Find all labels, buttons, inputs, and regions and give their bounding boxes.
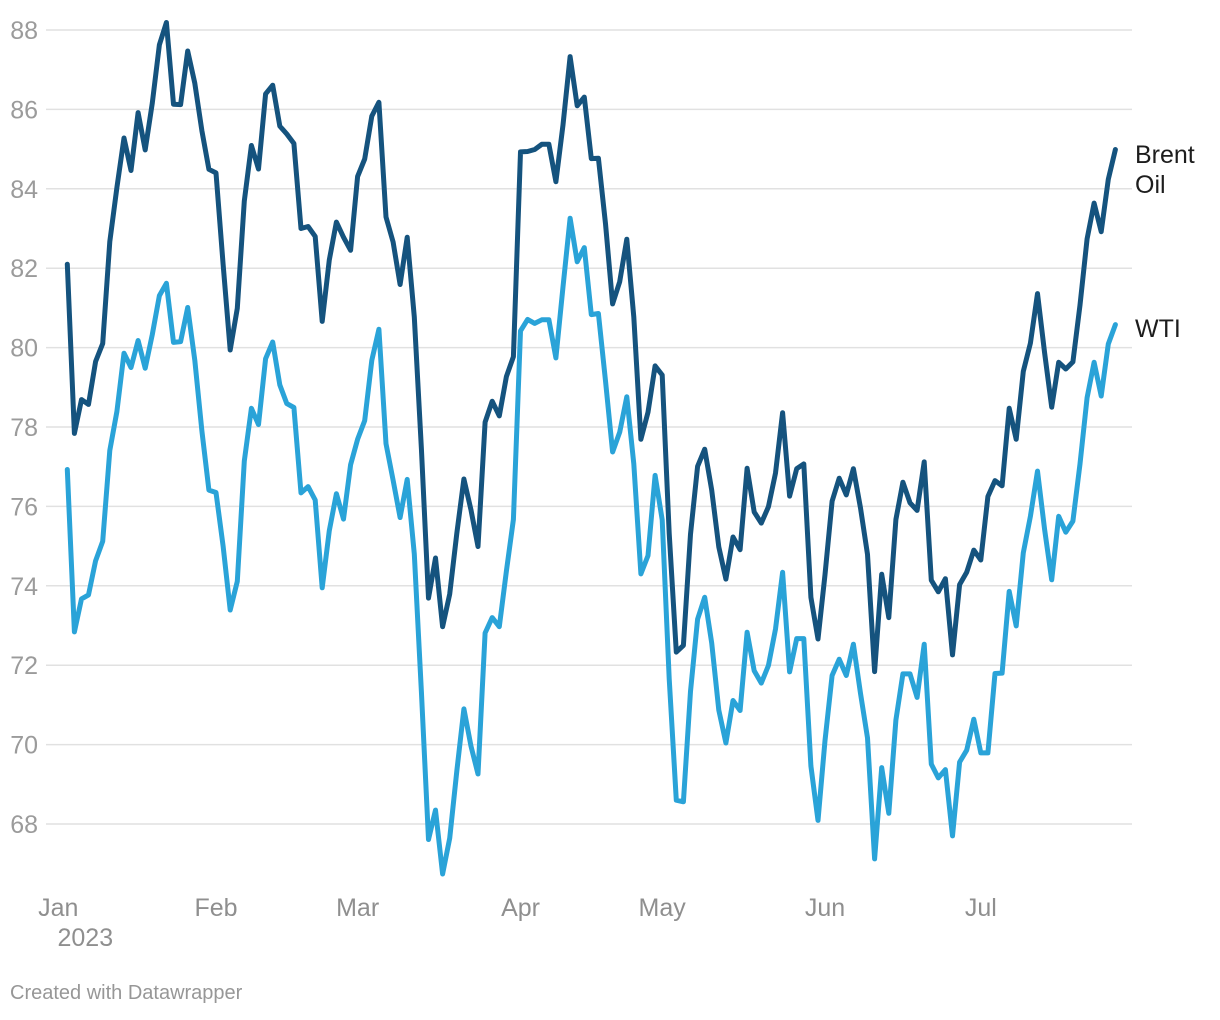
y-tick-label-68: 68 <box>10 811 38 839</box>
y-tick-label-80: 80 <box>10 335 38 363</box>
y-tick-label-76: 76 <box>10 493 38 521</box>
x-tick-label-jun: Jun <box>805 894 845 922</box>
brent-oil-line[interactable] <box>64 20 1118 675</box>
y-tick-label-88: 88 <box>10 17 38 45</box>
y-tick-label-78: 78 <box>10 414 38 442</box>
x-tick-year-label: 2023 <box>57 924 113 952</box>
y-tick-label-82: 82 <box>10 255 38 283</box>
y-tick-label-86: 86 <box>10 96 38 124</box>
series-label-wti: WTI <box>1135 315 1181 343</box>
x-tick-label-mar: Mar <box>336 894 379 922</box>
series-lines <box>64 20 1118 877</box>
y-tick-label-84: 84 <box>10 176 38 204</box>
wti-line[interactable] <box>64 215 1118 877</box>
datawrapper-attribution: Created with Datawrapper <box>10 982 243 1004</box>
x-tick-label-jul: Jul <box>965 894 997 922</box>
y-axis-tick-labels: 68 70 72 74 76 78 80 82 84 86 88 <box>10 17 38 839</box>
series-label-brent-oil-line2: Oil <box>1135 171 1166 199</box>
y-tick-label-74: 74 <box>10 573 38 601</box>
x-tick-label-apr: Apr <box>501 894 540 922</box>
x-tick-label-feb: Feb <box>194 894 237 922</box>
y-tick-label-70: 70 <box>10 732 38 760</box>
y-tick-label-72: 72 <box>10 652 38 680</box>
x-tick-label-may: May <box>639 894 687 922</box>
gridlines <box>46 29 1132 825</box>
series-label-brent-oil-line1: Brent <box>1135 141 1195 169</box>
x-tick-label-jan: Jan <box>38 894 78 922</box>
